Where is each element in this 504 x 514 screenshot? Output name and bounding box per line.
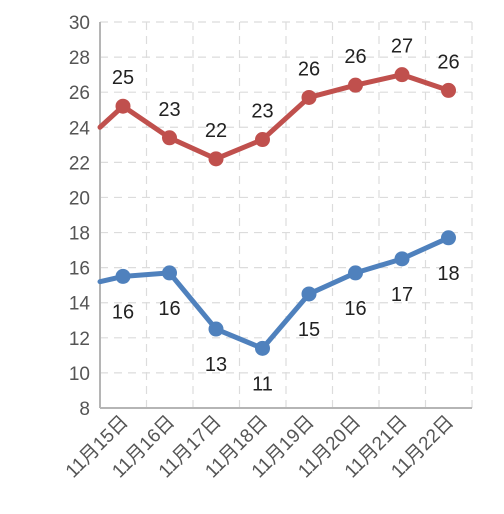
series-1-data-label-2: 13: [205, 354, 227, 376]
series-1-data-label-4: 15: [298, 319, 320, 341]
series-1-data-label-3: 11: [252, 373, 273, 395]
series-0-data-label-1: 23: [158, 99, 180, 121]
series-0-point-3: [255, 132, 270, 148]
y-tick-label-3: 14: [69, 294, 91, 315]
series-1-point-4: [301, 286, 317, 302]
y-tick-labels: 8 10 12 14 16 18 20 22 24 26 28 30: [69, 13, 91, 420]
x-tick-labels: 11月15日11月16日11月17日11月18日11月19日11月20日11月2…: [62, 412, 458, 483]
series-0-data-label-7: 26: [437, 51, 459, 73]
y-tick-label-8: 24: [69, 118, 91, 139]
series-1-point-6: [394, 251, 410, 267]
series-0-point-7: [441, 82, 456, 98]
series-1-data-label-1: 16: [158, 298, 180, 320]
series-1-data-label-0: 16: [112, 301, 134, 323]
series-1-point-2: [208, 321, 224, 337]
series-0-data-label-4: 26: [298, 58, 320, 80]
series-1-point-3: [255, 340, 270, 356]
y-tick-label-4: 16: [69, 259, 90, 280]
y-tick-label-11: 30: [69, 13, 90, 34]
series-0-point-5: [348, 77, 363, 93]
series-group: [97, 67, 456, 356]
series-0-point-4: [301, 89, 317, 105]
series-0-data-label-6: 27: [391, 36, 413, 58]
series-0-point-1: [162, 130, 177, 146]
series-1-point-0: [115, 268, 131, 284]
series-line-0: [97, 72, 451, 162]
y-tick-label-6: 20: [69, 188, 90, 209]
series-0-data-label-5: 26: [344, 46, 366, 68]
series-1-data-label-6: 17: [391, 284, 413, 306]
data-labels-group: 25 23 22 23 26 26 27 26 16 16 13 11 15 16 17 18: [112, 36, 460, 396]
series-0-data-label-0: 25: [112, 67, 134, 89]
series-1-data-label-7: 18: [437, 263, 459, 285]
y-tick-label-2: 12: [69, 329, 90, 350]
series-1-data-label-5: 16: [344, 298, 366, 320]
y-tick-label-10: 28: [69, 48, 90, 69]
series-1-point-1: [162, 265, 177, 281]
y-tick-label-9: 26: [69, 83, 90, 104]
grid-lines: [100, 21, 473, 408]
y-tick-label-7: 22: [69, 153, 90, 174]
series-0-data-label-2: 22: [205, 120, 227, 142]
series-0-point-6: [394, 67, 410, 83]
series-1-point-5: [348, 265, 363, 281]
axes: [99, 22, 472, 409]
series-0-point-0: [115, 98, 131, 114]
series-0-data-label-3: 23: [251, 101, 273, 123]
y-tick-label-1: 10: [69, 364, 90, 385]
y-tick-label-5: 18: [69, 224, 90, 245]
y-tick-label-0: 8: [79, 399, 90, 420]
series-0-point-2: [208, 151, 224, 167]
series-1-point-7: [441, 230, 456, 246]
